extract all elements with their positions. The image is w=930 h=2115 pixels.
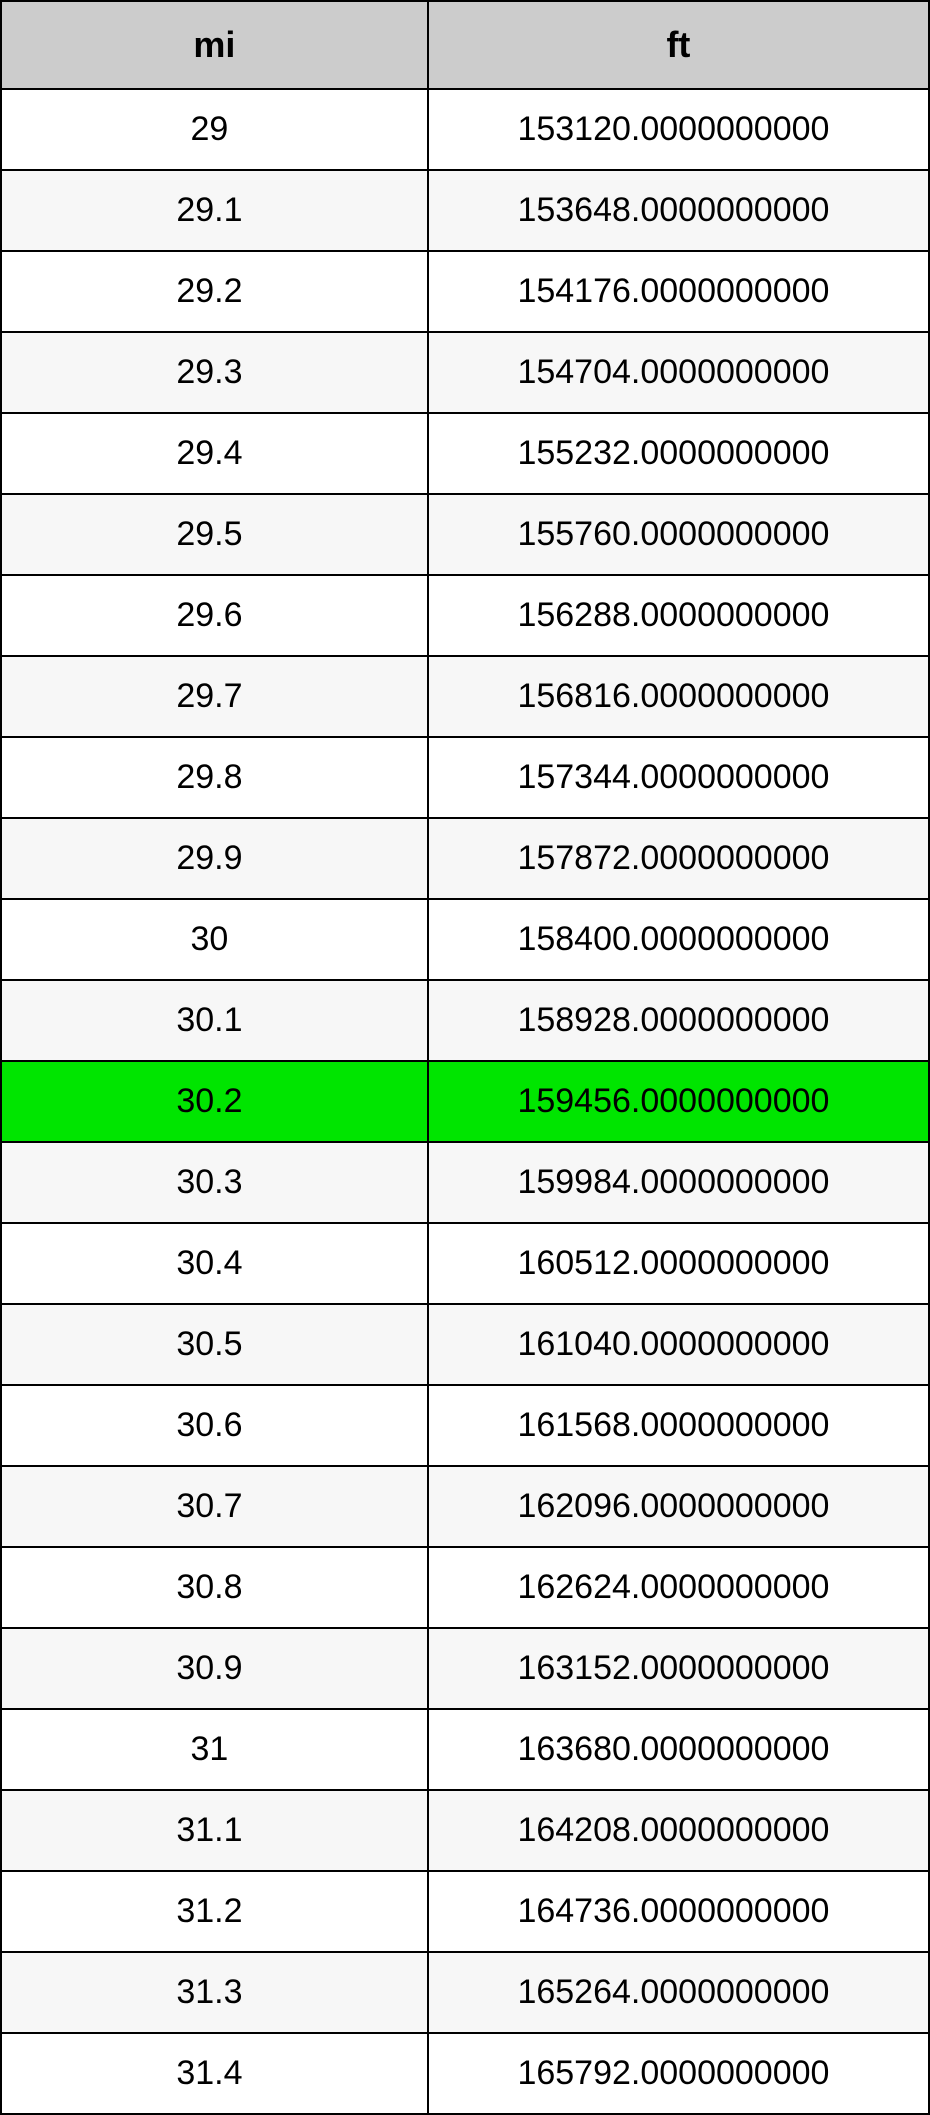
cell-mi: 29.4 bbox=[1, 413, 428, 494]
cell-mi: 30.3 bbox=[1, 1142, 428, 1223]
table-row: 29.3154704.0000000000 bbox=[1, 332, 929, 413]
table-header-row: mi ft bbox=[1, 1, 929, 89]
table-row: 30.3159984.0000000000 bbox=[1, 1142, 929, 1223]
cell-ft: 165792.0000000000 bbox=[428, 2033, 929, 2114]
cell-mi: 29.1 bbox=[1, 170, 428, 251]
cell-mi: 30.4 bbox=[1, 1223, 428, 1304]
table-row: 29.9157872.0000000000 bbox=[1, 818, 929, 899]
cell-ft: 153648.0000000000 bbox=[428, 170, 929, 251]
cell-ft: 156288.0000000000 bbox=[428, 575, 929, 656]
conversion-table: mi ft 29153120.000000000029.1153648.0000… bbox=[0, 0, 930, 2115]
table-row: 30.9163152.0000000000 bbox=[1, 1628, 929, 1709]
cell-ft: 159984.0000000000 bbox=[428, 1142, 929, 1223]
cell-ft: 161040.0000000000 bbox=[428, 1304, 929, 1385]
cell-mi: 30.8 bbox=[1, 1547, 428, 1628]
cell-ft: 163680.0000000000 bbox=[428, 1709, 929, 1790]
table-row: 30.6161568.0000000000 bbox=[1, 1385, 929, 1466]
table-row: 30.4160512.0000000000 bbox=[1, 1223, 929, 1304]
table-row: 29.2154176.0000000000 bbox=[1, 251, 929, 332]
column-header-mi: mi bbox=[1, 1, 428, 89]
cell-mi: 31.1 bbox=[1, 1790, 428, 1871]
cell-mi: 29.6 bbox=[1, 575, 428, 656]
cell-mi: 29.3 bbox=[1, 332, 428, 413]
table-row: 30158400.0000000000 bbox=[1, 899, 929, 980]
cell-mi: 29.8 bbox=[1, 737, 428, 818]
cell-ft: 154704.0000000000 bbox=[428, 332, 929, 413]
cell-ft: 162096.0000000000 bbox=[428, 1466, 929, 1547]
table-row: 31.4165792.0000000000 bbox=[1, 2033, 929, 2114]
cell-ft: 155760.0000000000 bbox=[428, 494, 929, 575]
cell-mi: 30 bbox=[1, 899, 428, 980]
table-row: 31163680.0000000000 bbox=[1, 1709, 929, 1790]
cell-ft: 164736.0000000000 bbox=[428, 1871, 929, 1952]
table-row: 31.3165264.0000000000 bbox=[1, 1952, 929, 2033]
table-row: 30.5161040.0000000000 bbox=[1, 1304, 929, 1385]
cell-mi: 29.9 bbox=[1, 818, 428, 899]
table-row: 31.2164736.0000000000 bbox=[1, 1871, 929, 1952]
cell-ft: 160512.0000000000 bbox=[428, 1223, 929, 1304]
cell-mi: 31.3 bbox=[1, 1952, 428, 2033]
cell-ft: 157872.0000000000 bbox=[428, 818, 929, 899]
cell-mi: 29 bbox=[1, 89, 428, 170]
table-row: 30.1158928.0000000000 bbox=[1, 980, 929, 1061]
cell-ft: 163152.0000000000 bbox=[428, 1628, 929, 1709]
cell-mi: 29.7 bbox=[1, 656, 428, 737]
table-row: 29.5155760.0000000000 bbox=[1, 494, 929, 575]
cell-ft: 156816.0000000000 bbox=[428, 656, 929, 737]
cell-ft: 161568.0000000000 bbox=[428, 1385, 929, 1466]
table-row: 29.8157344.0000000000 bbox=[1, 737, 929, 818]
cell-ft: 155232.0000000000 bbox=[428, 413, 929, 494]
column-header-ft: ft bbox=[428, 1, 929, 89]
table-row: 29153120.0000000000 bbox=[1, 89, 929, 170]
cell-mi: 30.9 bbox=[1, 1628, 428, 1709]
table-row: 30.7162096.0000000000 bbox=[1, 1466, 929, 1547]
cell-ft: 164208.0000000000 bbox=[428, 1790, 929, 1871]
table-row: 29.1153648.0000000000 bbox=[1, 170, 929, 251]
cell-mi: 29.5 bbox=[1, 494, 428, 575]
table-row: 31.1164208.0000000000 bbox=[1, 1790, 929, 1871]
cell-ft: 153120.0000000000 bbox=[428, 89, 929, 170]
cell-ft: 157344.0000000000 bbox=[428, 737, 929, 818]
cell-ft: 154176.0000000000 bbox=[428, 251, 929, 332]
cell-mi: 31 bbox=[1, 1709, 428, 1790]
cell-mi: 30.5 bbox=[1, 1304, 428, 1385]
cell-ft: 158928.0000000000 bbox=[428, 980, 929, 1061]
cell-mi: 30.6 bbox=[1, 1385, 428, 1466]
cell-ft: 158400.0000000000 bbox=[428, 899, 929, 980]
table-row: 30.2159456.0000000000 bbox=[1, 1061, 929, 1142]
table-row: 29.6156288.0000000000 bbox=[1, 575, 929, 656]
cell-mi: 31.2 bbox=[1, 1871, 428, 1952]
cell-mi: 29.2 bbox=[1, 251, 428, 332]
cell-mi: 30.7 bbox=[1, 1466, 428, 1547]
table-row: 29.7156816.0000000000 bbox=[1, 656, 929, 737]
table-row: 29.4155232.0000000000 bbox=[1, 413, 929, 494]
cell-ft: 165264.0000000000 bbox=[428, 1952, 929, 2033]
cell-mi: 30.1 bbox=[1, 980, 428, 1061]
cell-ft: 162624.0000000000 bbox=[428, 1547, 929, 1628]
table-body: 29153120.000000000029.1153648.0000000000… bbox=[1, 89, 929, 2114]
table-row: 30.8162624.0000000000 bbox=[1, 1547, 929, 1628]
cell-mi: 31.4 bbox=[1, 2033, 428, 2114]
cell-ft: 159456.0000000000 bbox=[428, 1061, 929, 1142]
cell-mi: 30.2 bbox=[1, 1061, 428, 1142]
